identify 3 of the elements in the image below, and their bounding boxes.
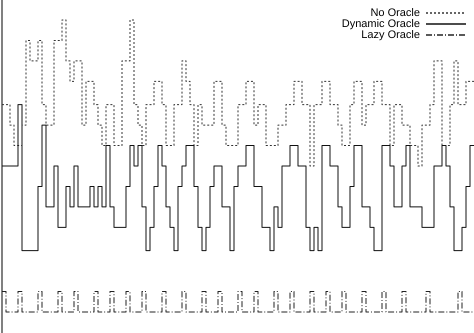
legend-label: Dynamic Oracle (342, 18, 420, 30)
legend-label: No Oracle (370, 6, 420, 19)
legend-label: Lazy Oracle (361, 28, 420, 41)
